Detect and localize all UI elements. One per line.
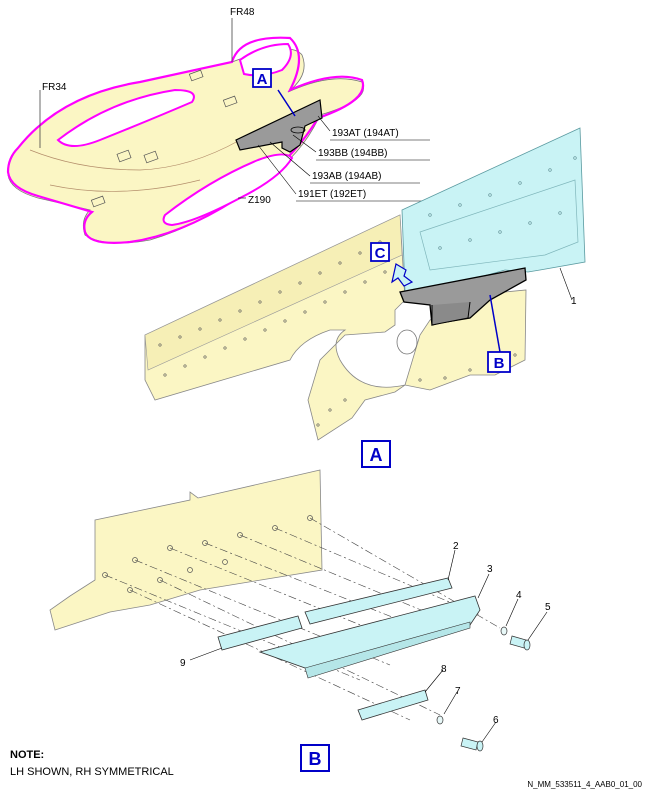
item-number-6: 6 xyxy=(493,715,499,726)
item-number-8: 8 xyxy=(441,664,447,675)
note-block: NOTE: LH SHOWN, RH SYMMETRICAL xyxy=(10,747,174,781)
view-b-assembly xyxy=(49,469,548,752)
frame-label-fr48: FR48 xyxy=(230,7,255,18)
item-number-1: 1 xyxy=(571,296,577,307)
part-ref-193at: 193AT (194AT) xyxy=(332,128,399,139)
item-number-5: 5 xyxy=(545,602,551,613)
fuselage-overview xyxy=(6,18,430,244)
frame-label-fr34: FR34 xyxy=(42,82,67,93)
part-ref-193bb: 193BB (194BB) xyxy=(318,148,388,159)
frame-label-z190: Z190 xyxy=(248,195,271,206)
drawing-code: N_MM_533511_4_AAB0_01_00 xyxy=(527,780,642,789)
callout-a-small: A xyxy=(252,68,272,88)
item-number-3: 3 xyxy=(487,564,493,575)
view-a-letter: A xyxy=(370,445,383,465)
item-number-2: 2 xyxy=(453,541,459,552)
item-number-7: 7 xyxy=(455,686,461,697)
view-a-assembly xyxy=(144,127,586,441)
callout-c-letter: C xyxy=(375,245,386,262)
part-ref-193ab: 193AB (194AB) xyxy=(312,171,382,182)
callout-b-small-letter: B xyxy=(494,355,505,372)
note-text: LH SHOWN, RH SYMMETRICAL xyxy=(10,766,174,778)
note-title: NOTE: xyxy=(10,749,45,761)
callout-b-small: B xyxy=(487,351,511,373)
view-b-title: B xyxy=(300,744,330,772)
item-number-4: 4 xyxy=(516,590,522,601)
callout-a-small-letter: A xyxy=(257,71,268,88)
view-a-title: A xyxy=(361,440,391,468)
item-number-9: 9 xyxy=(180,658,186,669)
callout-c: C xyxy=(370,242,390,262)
part-ref-191et: 191ET (192ET) xyxy=(298,189,366,200)
view-b-letter: B xyxy=(309,749,322,769)
